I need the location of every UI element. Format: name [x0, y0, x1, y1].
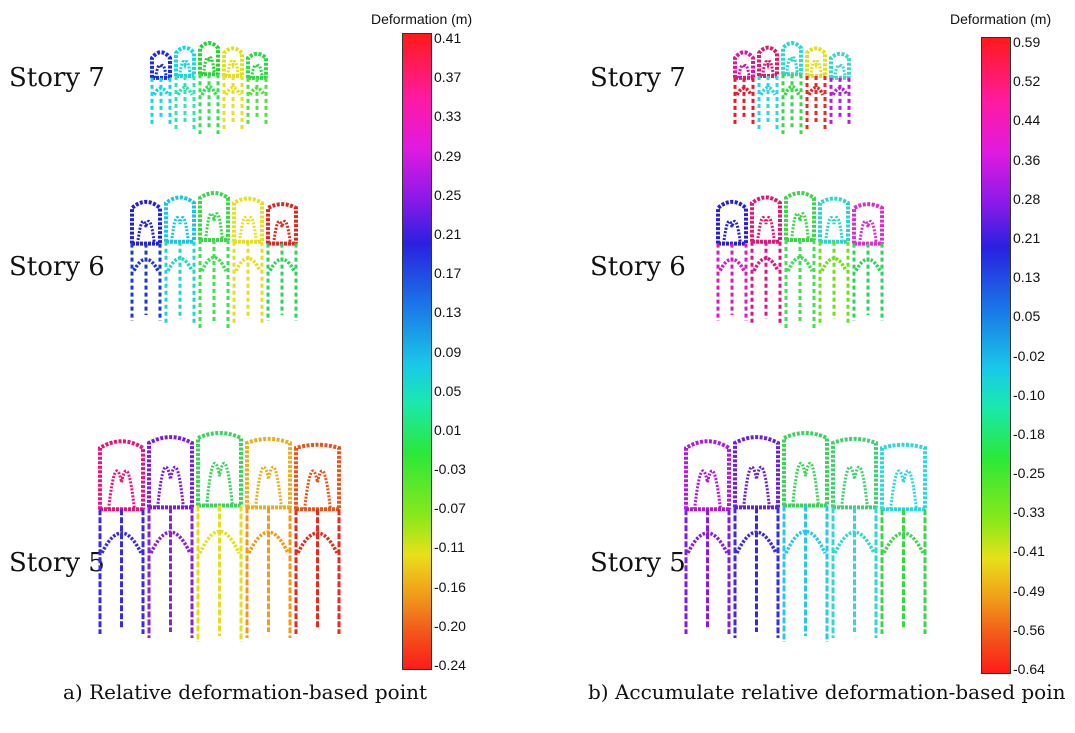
facade-panel [684, 439, 731, 634]
facade-panel [232, 196, 264, 325]
colorbar-tick-label: 0.17 [434, 265, 462, 282]
colorbar-tick-label: 0.05 [434, 382, 462, 399]
story-5-point-cloud [684, 431, 927, 642]
story-7-label: Story 7 [590, 63, 686, 93]
colorbar [402, 33, 432, 670]
colorbar-tick-label: 0.01 [434, 421, 462, 438]
colorbar-tick-label: 0.29 [434, 147, 462, 164]
facade-panel [196, 431, 243, 642]
caption-b: b) Accumulate relative deformation-based… [588, 680, 1066, 704]
colorbar-tick-label: 0.21 [434, 225, 462, 242]
facade-panel [831, 436, 878, 638]
colorbar-tick-label: 0.36 [1013, 151, 1041, 168]
facade-panel [784, 191, 816, 329]
colorbar-tick-label: -0.25 [1013, 465, 1045, 482]
facade-panel [781, 41, 803, 134]
colorbar-tick-label: -0.16 [434, 578, 466, 595]
colorbar-tick-label: 0.09 [434, 343, 462, 360]
colorbar-tick-label: -0.07 [434, 500, 466, 517]
facade-panel [782, 431, 829, 642]
facade-panel [164, 195, 196, 325]
facade-panel [852, 202, 884, 321]
facade-panel [716, 199, 748, 321]
facade-panel [266, 202, 298, 321]
facade-panel [198, 41, 220, 134]
facade-panel [130, 199, 162, 321]
facade-panel [757, 45, 779, 130]
facade-panel [245, 436, 292, 638]
colorbar-title: Deformation (m) [371, 11, 473, 27]
story-5-label: Story 5 [590, 548, 686, 578]
colorbar-tick-label: 0.13 [1013, 269, 1041, 286]
colorbar [981, 37, 1011, 674]
colorbar-tick-label: -0.20 [434, 617, 466, 634]
facade-panel [147, 435, 194, 638]
story-6-point-cloud [130, 191, 298, 329]
story-6-point-cloud [716, 191, 884, 329]
colorbar-tick-label: 0.59 [1013, 34, 1041, 50]
panel-a: Story 7 Story 6 Story 5 Deformation (m) … [0, 0, 537, 733]
facade-panel [150, 50, 172, 126]
colorbar-tick-label: -0.24 [434, 657, 466, 673]
story-7-label: Story 7 [9, 63, 105, 93]
facade-panel [880, 442, 927, 634]
colorbar-tick-label: 0.05 [1013, 308, 1041, 325]
story-7-point-cloud [733, 41, 851, 134]
facade-panel [246, 51, 268, 126]
colorbar-title: Deformation (m) [950, 11, 1052, 27]
story-5-label: Story 5 [9, 548, 105, 578]
colorbar-tick-label: 0.33 [434, 108, 462, 125]
story-5-point-cloud [98, 431, 341, 642]
story-7-point-cloud [150, 41, 268, 134]
colorbar-tick-label: 0.25 [434, 186, 462, 203]
facade-panel [829, 51, 851, 126]
facade-panel [818, 196, 850, 325]
caption-a: a) Relative deformation-based point [63, 680, 428, 704]
colorbar-tick-label: -0.03 [434, 461, 466, 478]
colorbar-tick-label: 0.52 [1013, 73, 1041, 90]
story-6-label: Story 6 [590, 252, 686, 282]
facade-panel [198, 191, 230, 329]
colorbar-tick-label: -0.41 [1013, 543, 1045, 560]
facade-panel [733, 435, 780, 638]
colorbar-tick-label: -0.56 [1013, 621, 1045, 638]
facade-panel [733, 50, 755, 126]
colorbar-tick-label: 0.13 [434, 304, 462, 321]
colorbar-tick-label: -0.33 [1013, 504, 1045, 521]
colorbar-tick-label: -0.49 [1013, 582, 1045, 599]
colorbar-tick-label: -0.64 [1013, 661, 1045, 677]
colorbar-tick-label: 0.41 [434, 30, 462, 46]
facade-panel [294, 442, 341, 634]
colorbar-tick-label: 0.37 [434, 69, 462, 86]
colorbar-tick-label: -0.18 [1013, 425, 1045, 442]
panel-b: Story 7 Story 6 Story 5 Deformation (m) … [548, 0, 1075, 733]
story-6-label: Story 6 [9, 252, 105, 282]
facade-panel [805, 46, 827, 130]
colorbar-tick-label: 0.21 [1013, 229, 1041, 246]
facade-panel [174, 45, 196, 130]
colorbar-tick-label: 0.44 [1013, 112, 1041, 129]
colorbar-tick-label: -0.02 [1013, 347, 1045, 364]
colorbar-tick-label: -0.11 [434, 539, 465, 556]
colorbar-tick-label: -0.10 [1013, 386, 1045, 403]
colorbar-tick-label: 0.28 [1013, 190, 1041, 207]
facade-panel [222, 46, 244, 130]
facade-panel [98, 439, 145, 634]
facade-panel [750, 195, 782, 325]
